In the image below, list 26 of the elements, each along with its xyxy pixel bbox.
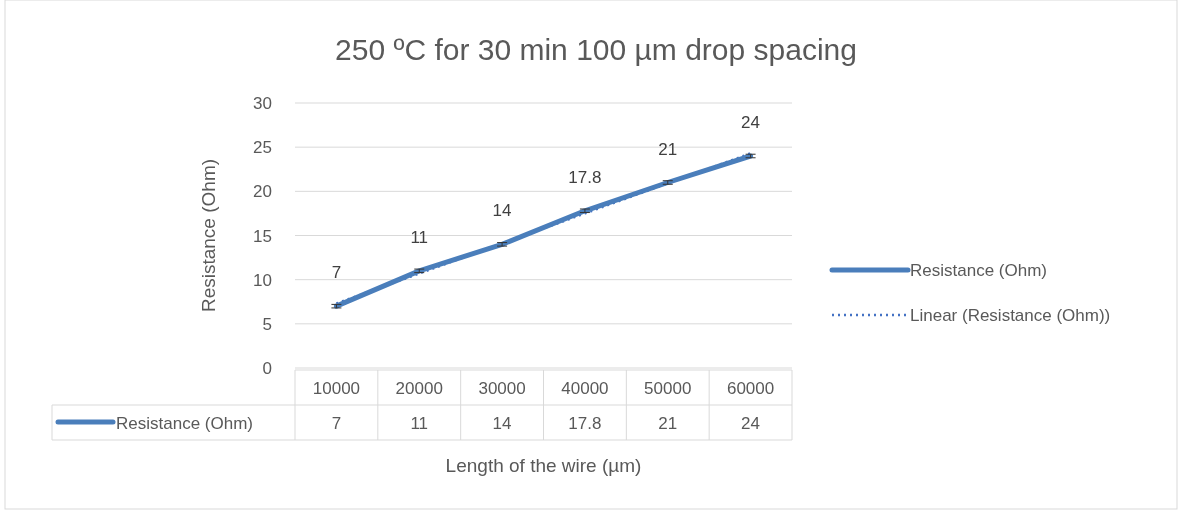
y-tick-label: 20 [253, 182, 272, 202]
data-label: 7 [331, 414, 342, 433]
data-label: 17.8 [568, 414, 602, 433]
data-label: 24 [741, 414, 761, 433]
x-tick-label: 40000 [561, 379, 609, 398]
y-tick-label: 30 [253, 94, 272, 113]
data-label: 11 [410, 414, 429, 433]
y-tick-label: 15 [253, 226, 272, 246]
y-tick-label: 5 [262, 314, 272, 334]
text: 24 [741, 113, 761, 132]
x-tick-label: 20000 [395, 379, 443, 398]
text: Resistance (Ohm) [910, 261, 1047, 280]
x-tick-label: 50000 [644, 379, 692, 398]
y-axis-title: Resistance (Ohm) [198, 158, 219, 313]
x-tick-label: 60000 [726, 379, 775, 398]
data-label: 14 [492, 414, 512, 433]
x-tick-label: 30000 [478, 379, 526, 398]
chart-title: 250 ºC for 30 min 100 µm drop spacing [335, 33, 857, 66]
x-tick-label: 10000 [312, 379, 361, 398]
y-tick-label: 25 [253, 138, 272, 158]
x-axis-title: Length of the wire (µm) [445, 455, 642, 476]
y-tick-label: 0 [262, 359, 272, 378]
legend-label: Linear (Resistance (Ohm)) [910, 306, 1111, 325]
data-label: 21 [658, 414, 678, 433]
y-tick-label: 10 [253, 270, 272, 290]
legend-label: Resistance (Ohm) [116, 414, 253, 433]
